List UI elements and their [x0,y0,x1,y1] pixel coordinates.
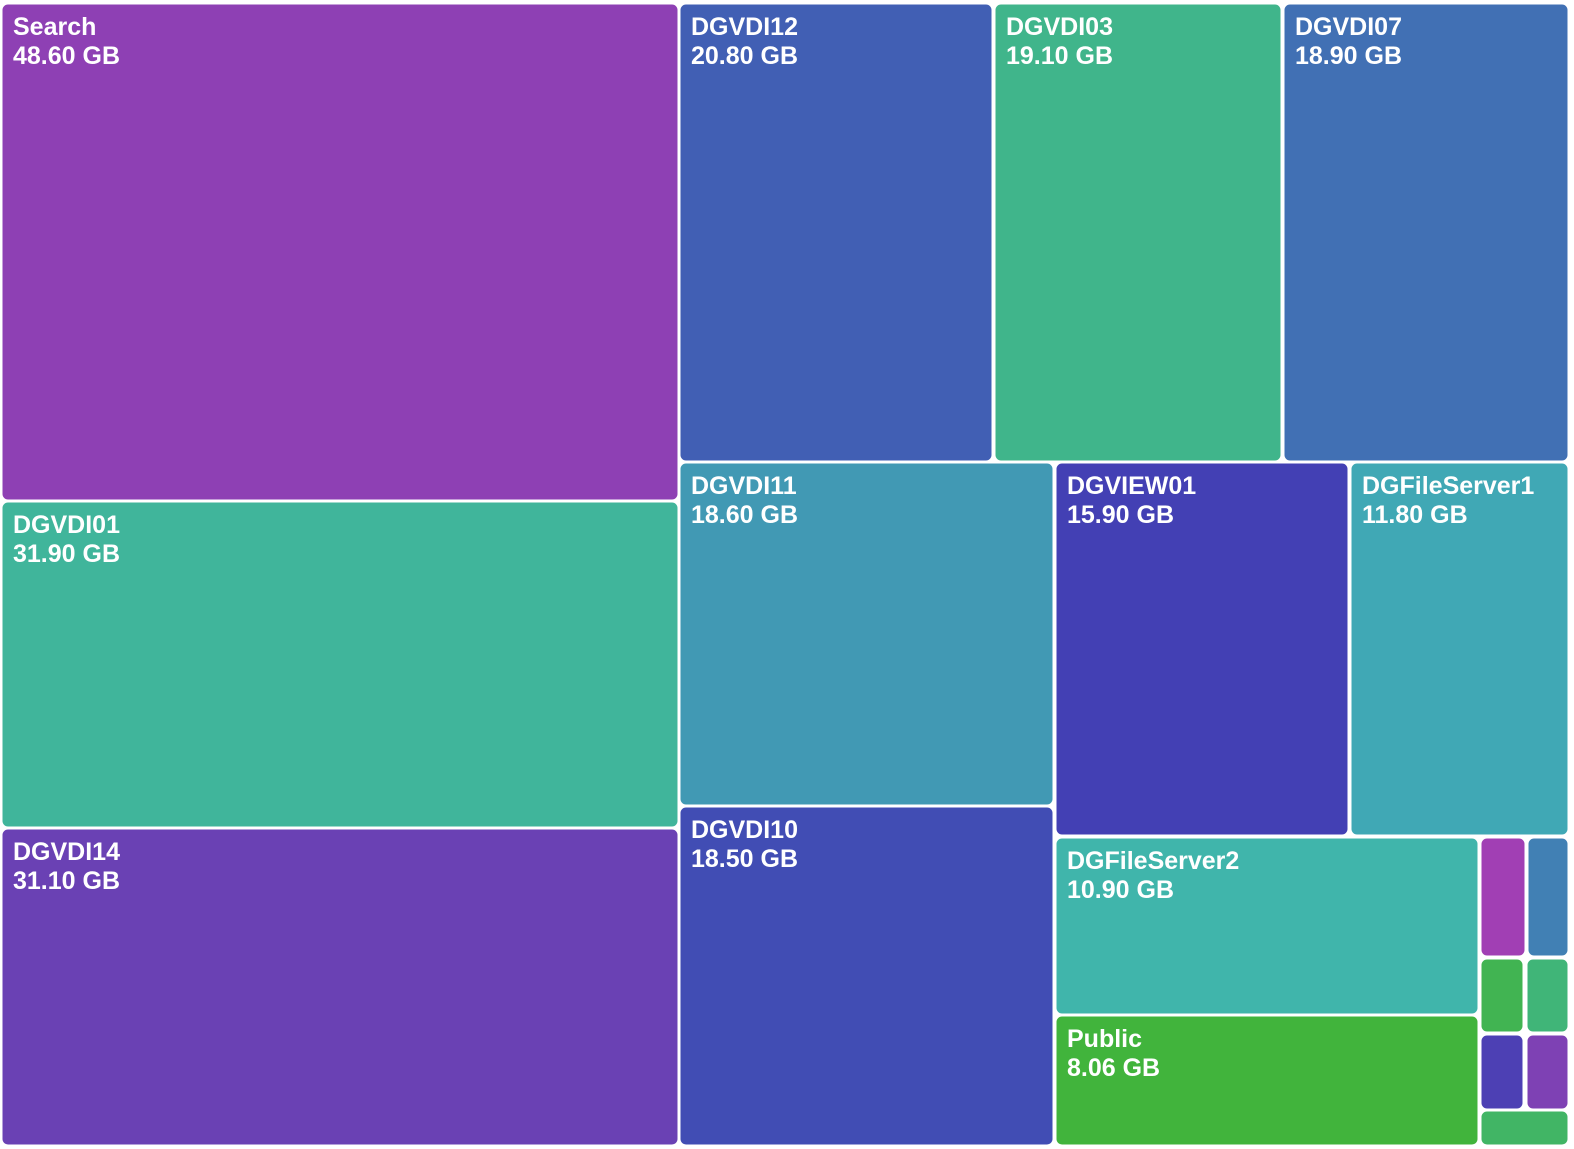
treemap-tile[interactable] [1480,958,1524,1033]
treemap-tile[interactable] [1480,1034,1524,1110]
treemap-tile[interactable] [1527,837,1569,957]
treemap-tile-label: Search [13,13,96,41]
treemap-tile-rect[interactable] [1526,1034,1569,1110]
treemap-tile-rect[interactable] [1480,837,1526,957]
treemap-tile-label: DGVDI12 [691,13,798,41]
treemap-tile-value: 48.60 GB [13,42,120,70]
treemap-tile[interactable] [1526,958,1569,1033]
treemap-tile-label: DGFileServer2 [1067,847,1239,875]
treemap-tile-rect[interactable] [1,3,679,501]
treemap-tile-label: DGVDI10 [691,816,798,844]
treemap-tile-label: DGVDI07 [1295,13,1402,41]
treemap-tile-rect[interactable] [1480,1110,1569,1146]
treemap-tile-value: 19.10 GB [1006,42,1113,70]
treemap-tile[interactable] [1480,1110,1569,1146]
treemap-tile-value: 11.80 GB [1362,501,1468,529]
treemap-tile-rect[interactable] [1055,837,1479,1015]
treemap-tile-value: 10.90 GB [1067,876,1174,904]
treemap-tile-rect[interactable] [1,501,679,828]
treemap-tile-value: 20.80 GB [691,42,798,70]
treemap-tile-rect[interactable] [1350,462,1569,836]
treemap-tile-rect[interactable] [1480,958,1524,1033]
treemap-tile-label: DGFileServer1 [1362,472,1534,500]
treemap-tile-value: 18.90 GB [1295,42,1402,70]
treemap-tile-rect[interactable] [1283,3,1569,462]
treemap-tile-label: DGVIEW01 [1067,472,1196,500]
treemap-tile-rect[interactable] [1055,1015,1479,1146]
treemap-tile-value: 8.06 GB [1067,1054,1160,1082]
treemap-tile[interactable] [1480,837,1526,957]
treemap-tile-rect[interactable] [679,3,993,462]
treemap-tile-value: 31.10 GB [13,867,120,895]
treemap-tile-value: 18.60 GB [691,501,798,529]
treemap-tile-rect[interactable] [679,462,1054,806]
treemap-tile-rect[interactable] [1480,1034,1524,1110]
treemap-tile-rect[interactable] [1526,958,1569,1033]
treemap-tile-label: DGVDI11 [691,472,797,500]
treemap-tile-rect[interactable] [679,806,1054,1146]
treemap-tile-label: DGVDI03 [1006,13,1113,41]
treemap-tile-label: DGVDI14 [13,838,120,866]
treemap-tile-rect[interactable] [1527,837,1569,957]
treemap-tile-label: Public [1067,1025,1142,1053]
treemap-tile[interactable] [1526,1034,1569,1110]
treemap-tile-label: DGVDI01 [13,511,120,539]
treemap-tile-value: 15.90 GB [1067,501,1174,529]
treemap-tile-rect[interactable] [1055,462,1349,836]
treemap-tile-value: 18.50 GB [691,845,798,873]
treemap-tile-rect[interactable] [994,3,1282,462]
treemap-tile-value: 31.90 GB [13,540,120,568]
treemap-tile-rect[interactable] [1,828,679,1146]
